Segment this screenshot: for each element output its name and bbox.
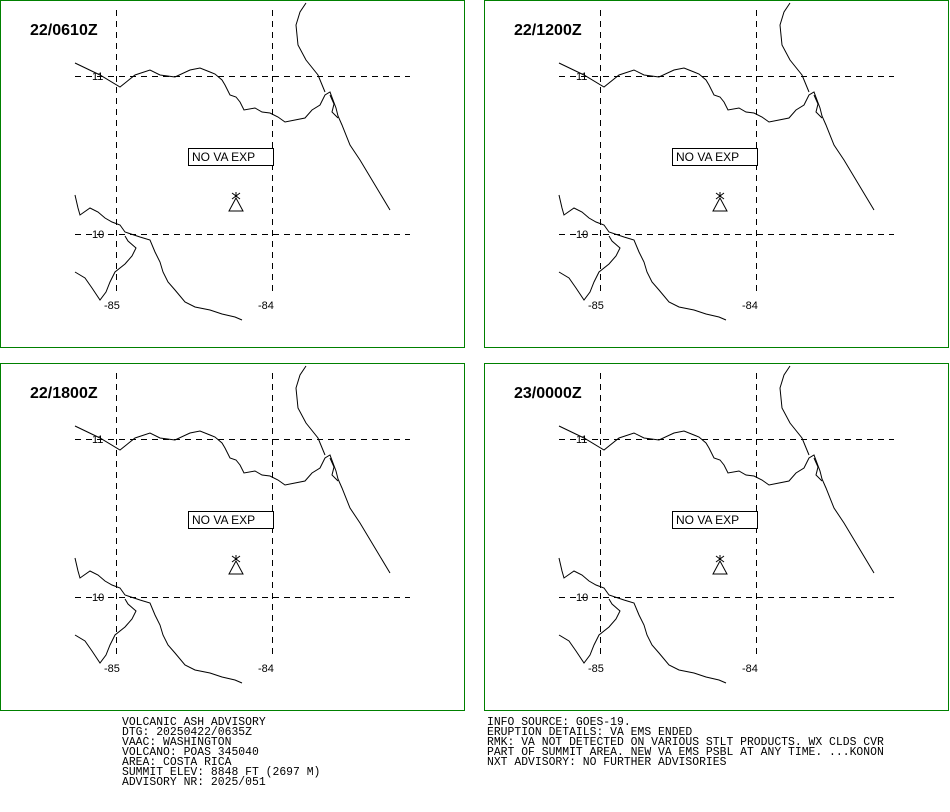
lon-label: -84 <box>742 663 758 675</box>
advisory-line: ERUPTION DETAILS: VA EMS ENDED <box>487 725 693 739</box>
label-box <box>672 148 758 166</box>
panel-time: 22/1200Z <box>514 22 582 39</box>
lon-label: -85 <box>104 300 120 312</box>
map-panel: 23/0000Z 11 10 -85 -84 NO VA EXP <box>484 363 949 711</box>
lat-label: 10 <box>92 592 104 604</box>
advisory-line: VOLCANIC ASH ADVISORY <box>122 715 266 729</box>
label-box-text: NO VA EXP <box>192 150 255 164</box>
lon-label: -85 <box>588 300 604 312</box>
lat-label: 11 <box>92 71 103 83</box>
lat-label: 10 <box>576 592 588 604</box>
volcano-symbol <box>228 191 244 212</box>
advisory-line: AREA: COSTA RICA <box>122 755 232 769</box>
advisory-line: NXT ADVISORY: NO FURTHER ADVISORIES <box>487 755 727 769</box>
map-panels: 22/0610Z 11 10 -85 -84 NO VA EXP 22/1200Z 11 10 -… <box>0 0 949 711</box>
label-box-text: NO VA EXP <box>676 513 739 527</box>
volcano-symbol <box>228 554 244 575</box>
panel-border <box>0 0 465 348</box>
lon-label: -85 <box>588 663 604 675</box>
panel-border <box>0 363 465 711</box>
advisory-line: RMK: VA NOT DETECTED ON VARIOUS STLT PRO… <box>487 735 884 749</box>
lat-label: 10 <box>92 229 104 241</box>
map-panel: 22/1800Z 11 10 -85 -84 NO VA EXP <box>0 363 465 711</box>
panel-time: 22/1800Z <box>30 385 98 402</box>
volcano-symbol <box>712 554 728 575</box>
lat-label: 11 <box>576 71 587 83</box>
panel-time: 23/0000Z <box>514 385 582 402</box>
advisory-line: ADVISORY NR: 2025/051 <box>122 775 266 789</box>
advisory-right: INFO SOURCE: GOES-19. ERUPTION DETAILS: V… <box>487 715 884 769</box>
label-box-text: NO VA EXP <box>192 513 255 527</box>
advisory-line: INFO SOURCE: GOES-19. <box>487 715 631 729</box>
lon-label: -85 <box>104 663 120 675</box>
label-box <box>188 511 274 529</box>
panel-time: 22/0610Z <box>30 22 98 39</box>
lat-label: 11 <box>576 434 587 446</box>
lat-label: 10 <box>576 229 588 241</box>
lon-label: -84 <box>258 663 274 675</box>
advisory-line: VAAC: WASHINGTON <box>122 735 232 749</box>
map-panel: 22/1200Z 11 10 -85 -84 NO VA EXP <box>484 0 949 348</box>
advisory-left: VOLCANIC ASH ADVISORY DTG: 20250422/0635Z… <box>122 715 321 789</box>
label-box-text: NO VA EXP <box>676 150 739 164</box>
label-box <box>188 148 274 166</box>
label-box <box>672 511 758 529</box>
volcano-symbol <box>712 191 728 212</box>
advisory-line: PART OF SUMMIT AREA. NEW VA EMS PSBL AT … <box>487 745 884 759</box>
lon-label: -84 <box>258 300 274 312</box>
advisory-line: DTG: 20250422/0635Z <box>122 725 252 739</box>
lat-label: 11 <box>92 434 103 446</box>
map-panel: 22/0610Z 11 10 -85 -84 NO VA EXP <box>0 0 465 348</box>
advisory-line: VOLCANO: POAS 345040 <box>122 745 259 759</box>
panel-border <box>484 363 949 711</box>
advisory-line: SUMMIT ELEV: 8848 FT (2697 M) <box>122 765 321 779</box>
panel-border <box>484 0 949 348</box>
lon-label: -84 <box>742 300 758 312</box>
